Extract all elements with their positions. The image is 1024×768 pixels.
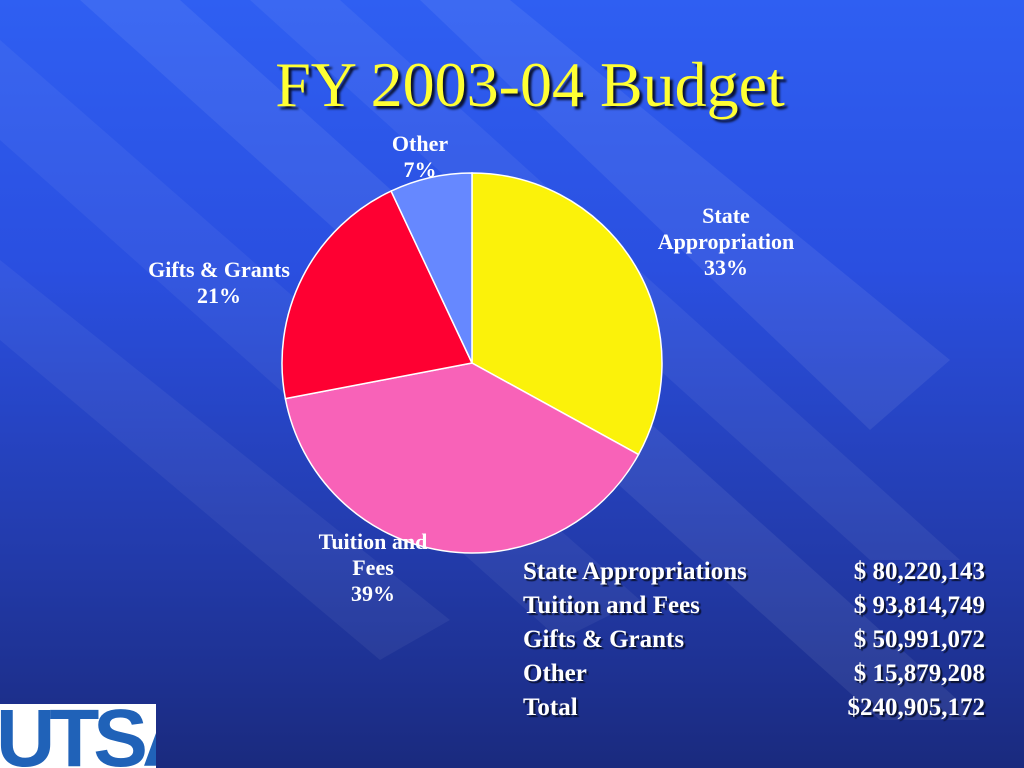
row-name: Other — [523, 660, 587, 687]
table-row-total: Total $240,905,172 — [523, 694, 993, 728]
row-name: Tuition and Fees — [523, 592, 700, 619]
row-name: Total — [523, 694, 578, 721]
row-amount: $240,905,172 — [847, 694, 986, 721]
row-amount: $ 80,220,143 — [853, 558, 985, 585]
row-amount: $ 93,814,749 — [853, 592, 985, 619]
logo-text: UTSA — [0, 704, 156, 768]
budget-table: State Appropriations $ 80,220,143 Tuitio… — [523, 558, 993, 728]
table-row: Other $ 15,879,208 — [523, 660, 993, 694]
pie-slice-tuition — [284, 362, 640, 554]
row-name: State Appropriations — [523, 558, 747, 585]
pie-label-state: State Appropriation 33% — [657, 203, 795, 280]
pie-slice-other — [390, 172, 473, 364]
pie-slice-state — [471, 172, 663, 456]
table-row: Gifts & Grants $ 50,991,072 — [523, 626, 993, 660]
slide-title: FY 2003-04 Budget — [275, 49, 785, 120]
table-row: Tuition and Fees $ 93,814,749 — [523, 592, 993, 626]
pie-label-tuition: Tuition and Fees 39% — [318, 529, 428, 606]
row-amount: $ 15,879,208 — [853, 660, 985, 687]
row-name: Gifts & Grants — [523, 626, 685, 653]
pie-label-gifts: Gifts & Grants 21% — [148, 257, 290, 308]
row-amount: $ 50,991,072 — [853, 626, 985, 653]
utsa-logo: UTSA — [0, 704, 156, 768]
table-row: State Appropriations $ 80,220,143 — [523, 558, 993, 592]
pie-label-other: Other 7% — [391, 131, 449, 182]
pie-slice-gifts — [281, 190, 474, 400]
